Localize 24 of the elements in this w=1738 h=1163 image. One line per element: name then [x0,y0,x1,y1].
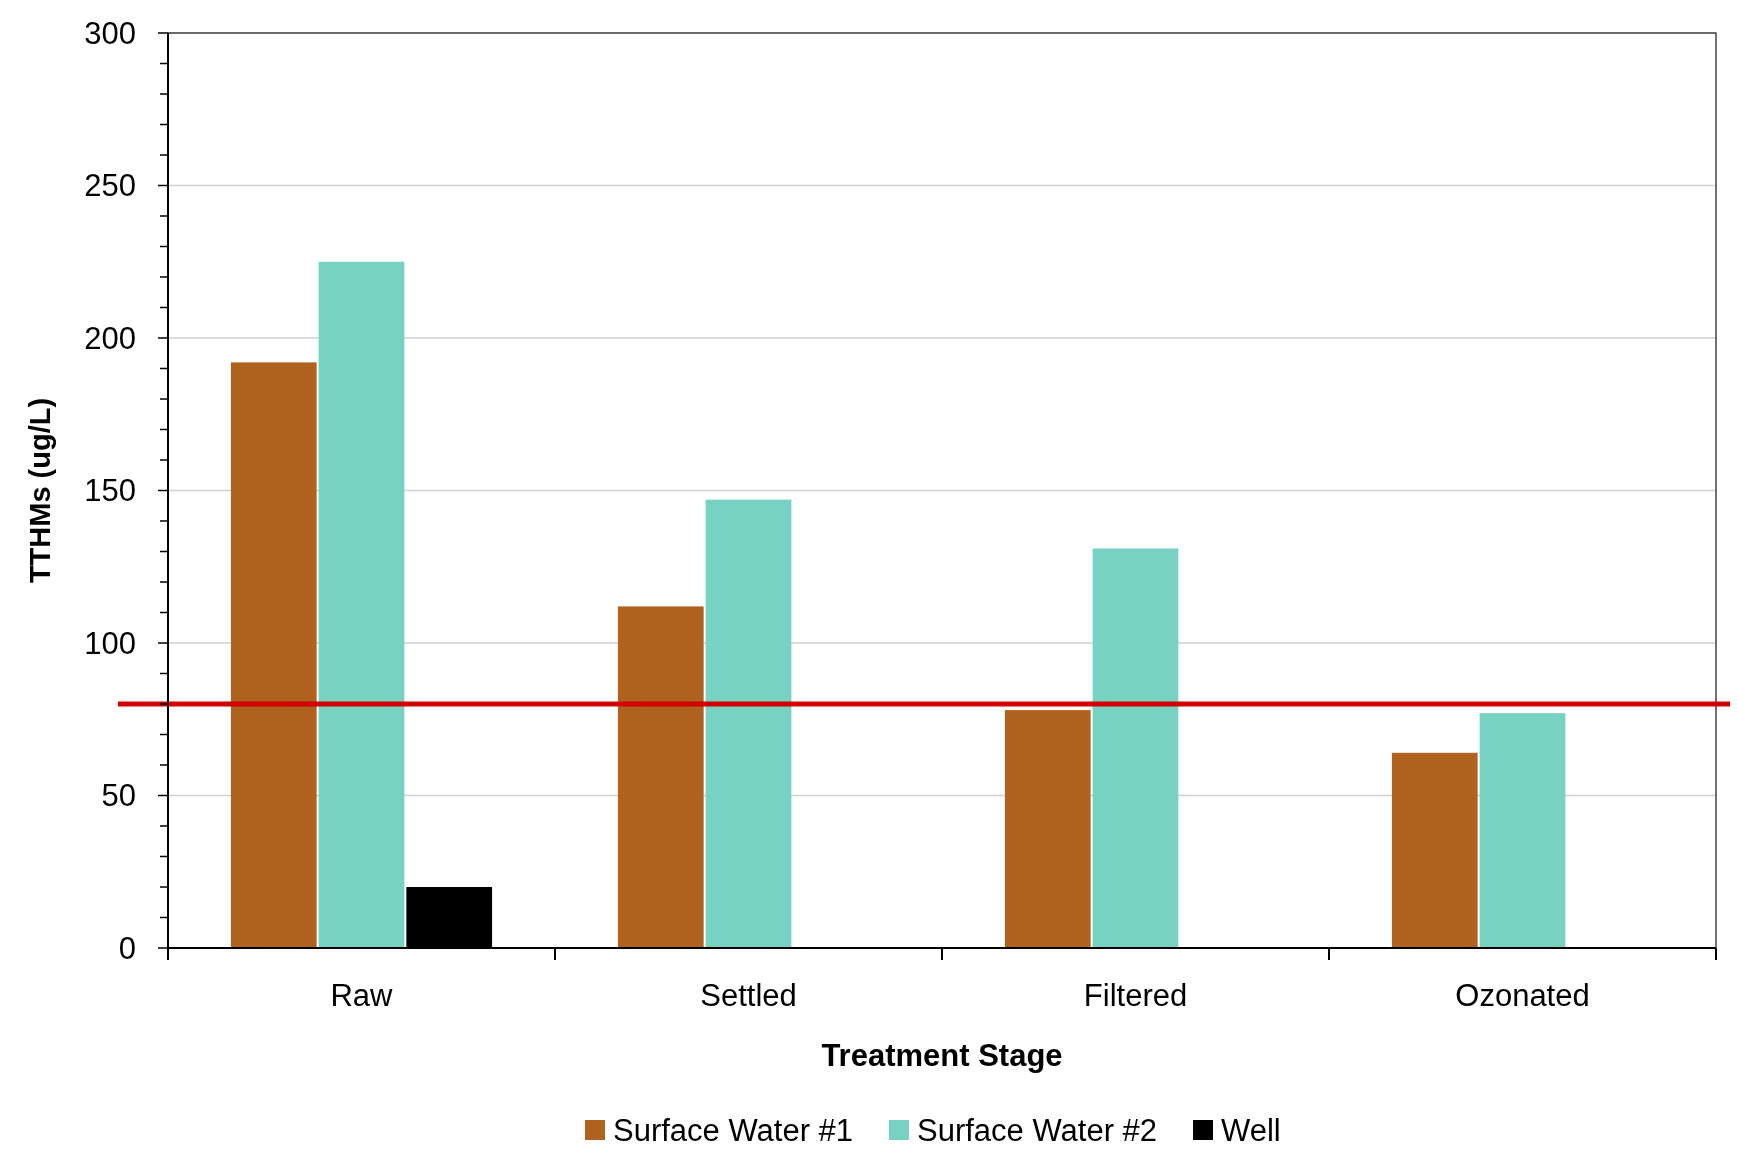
y-tick-label: 0 [118,930,136,966]
legend-label: Surface Water #2 [917,1112,1158,1148]
x-tick-label: Ozonated [1455,978,1590,1013]
bar [705,499,792,948]
bar [617,606,704,948]
bar [230,362,317,948]
y-tick-label: 300 [84,15,136,51]
x-tick-label: Filtered [1083,978,1188,1013]
bar [318,261,405,948]
bar [1391,752,1478,948]
y-axis-title: TTHMs (ug/L) [24,397,56,584]
x-tick-label: Raw [330,978,394,1013]
y-tick-label: 50 [101,778,136,814]
y-tick-label: 250 [84,168,136,204]
bar [1092,548,1179,948]
legend-label: Well [1221,1112,1281,1148]
bar [1479,713,1566,948]
y-tick-label: 150 [84,473,136,509]
x-axis-title: Treatment Stage [821,1038,1063,1073]
y-tick-label: 100 [84,625,136,661]
y-tick-label: 200 [84,320,136,356]
bar [1004,710,1091,948]
legend-label: Surface Water #1 [613,1112,854,1148]
x-tick-label: Settled [700,978,797,1013]
